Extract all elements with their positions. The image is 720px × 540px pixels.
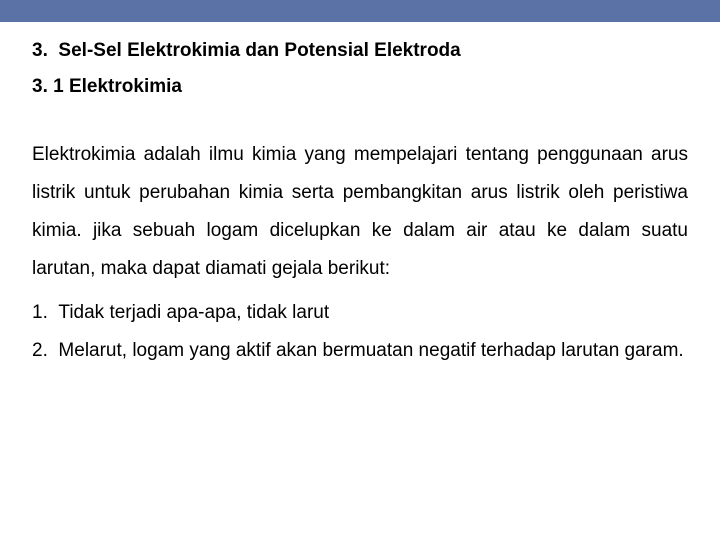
section-title: Sel-Sel Elektrokimia dan Potensial Elekt… <box>58 40 460 61</box>
list-text: Melarut, logam yang aktif akan bermuatan… <box>58 340 683 361</box>
list-number: 2. <box>32 340 48 361</box>
list-item: 1. Tidak terjadi apa-apa, tidak larut <box>32 294 688 332</box>
list-item: 2. Melarut, logam yang aktif akan bermua… <box>32 332 688 370</box>
subsection-heading: 3. 1 Elektrokimia <box>32 76 688 98</box>
section-number: 3. <box>32 40 48 61</box>
list-number: 1. <box>32 302 48 323</box>
top-accent-bar <box>0 0 720 22</box>
slide-content: 3. Sel-Sel Elektrokimia dan Potensial El… <box>0 22 720 370</box>
section-heading: 3. Sel-Sel Elektrokimia dan Potensial El… <box>32 40 688 62</box>
body-paragraph: Elektrokimia adalah ilmu kimia yang memp… <box>32 136 688 288</box>
list-text: Tidak terjadi apa-apa, tidak larut <box>58 302 329 323</box>
